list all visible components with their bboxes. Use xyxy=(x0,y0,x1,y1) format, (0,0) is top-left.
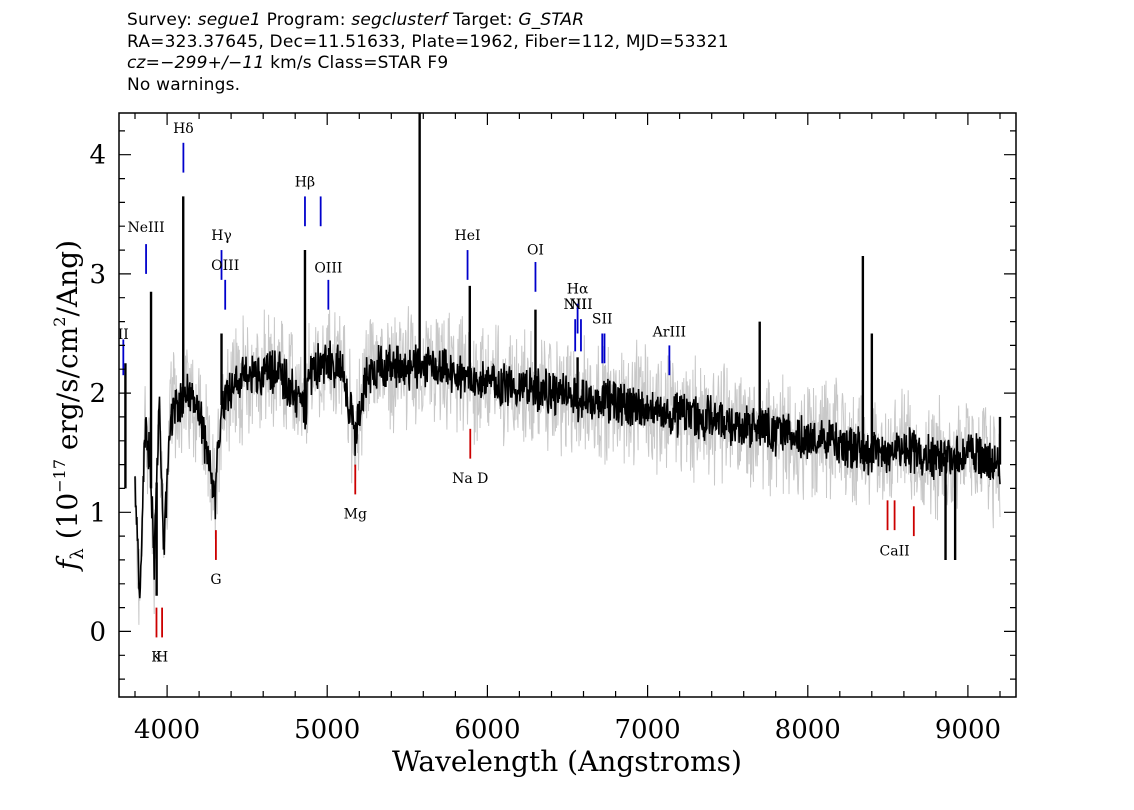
emission-line-label: HeI xyxy=(455,228,481,244)
absorption-line-label: K xyxy=(151,650,162,666)
absorption-line-label: Na D xyxy=(452,471,488,487)
emission-line-label: Hδ xyxy=(173,121,194,137)
y-axis-exp2: 2 xyxy=(50,317,69,327)
survey-label: Survey: xyxy=(127,10,198,30)
flux-series xyxy=(124,113,1002,599)
target-label: Target: xyxy=(447,10,519,30)
survey-value: segue1 xyxy=(197,10,261,30)
x-tick-label: 7000 xyxy=(615,715,681,745)
y-tick-label: 2 xyxy=(89,379,106,409)
emission-line-label: Hγ xyxy=(211,228,232,244)
emission-line-label: NII xyxy=(564,297,587,313)
emission-line-label: NII xyxy=(569,297,592,313)
emission-line-label: SII xyxy=(592,312,613,328)
class-value: km/s Class=STAR F9 xyxy=(264,53,449,73)
program-value: segclusterf xyxy=(351,10,448,30)
error-line xyxy=(134,306,1001,625)
y-axis-exp: −17 xyxy=(50,459,69,493)
program-label: Program: xyxy=(261,10,352,30)
y-axis-unit-post: /Ang) xyxy=(51,240,84,317)
emission-line-label: NeIII xyxy=(127,220,164,236)
header-line-coords: RA=323.37645, Dec=11.51633, Plate=1962, … xyxy=(127,31,729,52)
y-axis-title: fλ (10−17 erg/s/cm2/Ang) xyxy=(50,240,88,572)
header-line-warnings: No warnings. xyxy=(127,74,241,95)
absorption-line-label: H xyxy=(156,650,168,666)
emission-line-label: OI xyxy=(527,242,544,258)
y-tick-label: 1 xyxy=(89,498,106,528)
x-tick-label: 9000 xyxy=(935,715,1001,745)
x-tick-label: 8000 xyxy=(775,715,841,745)
tick-marks xyxy=(119,113,1016,697)
target-value: G_STAR xyxy=(518,10,585,30)
spectrum-header: Survey: segue1 Program: segclusterf Targ… xyxy=(127,10,729,96)
flux-line xyxy=(134,340,1001,599)
x-tick-label: 5000 xyxy=(294,715,360,745)
emission-line-label: OIII xyxy=(211,258,239,274)
spectral-line-markers: IINeIIIHδHγOIIIHβOIIIHeIOINIIHαNIISIIArI… xyxy=(118,121,915,666)
y-tick-label: 4 xyxy=(89,141,106,171)
y-axis-unit-mid: erg/s/cm xyxy=(51,327,84,459)
y-tick-label: 3 xyxy=(89,260,106,290)
y-tick-label: 0 xyxy=(89,617,106,647)
x-tick-label: 6000 xyxy=(454,715,520,745)
axis-ticks xyxy=(119,113,1016,697)
header-line-redshift: cz=−299+/−11 km/s Class=STAR F9 xyxy=(127,53,729,75)
emission-line-label: ArIII xyxy=(652,325,686,341)
emission-line-label: II xyxy=(118,327,129,343)
y-axis-unit-pre: (10 xyxy=(51,493,84,548)
y-tick-labels: 0 1 2 3 4 xyxy=(89,141,106,648)
x-axis-title: Wavelength (Angstroms) xyxy=(392,745,742,778)
absorption-line-label: Mg xyxy=(344,507,367,523)
emission-line-label: Hβ xyxy=(295,174,315,190)
x-tick-label: 4000 xyxy=(134,715,200,745)
y-axis-sub: λ xyxy=(67,548,88,559)
redshift-value: cz=−299+/−11 xyxy=(127,53,265,73)
error-band xyxy=(134,306,1001,625)
x-tick-labels: 4000 5000 6000 7000 8000 9000 xyxy=(134,715,1001,745)
emission-line-label: OIII xyxy=(314,260,342,276)
absorption-line-label: CaII xyxy=(880,544,910,560)
emission-line-label: Hα xyxy=(567,282,589,298)
plot-frame xyxy=(118,112,1017,698)
header-line-survey: Survey: segue1 Program: segclusterf Targ… xyxy=(127,10,729,32)
absorption-line-label: G xyxy=(210,572,221,588)
